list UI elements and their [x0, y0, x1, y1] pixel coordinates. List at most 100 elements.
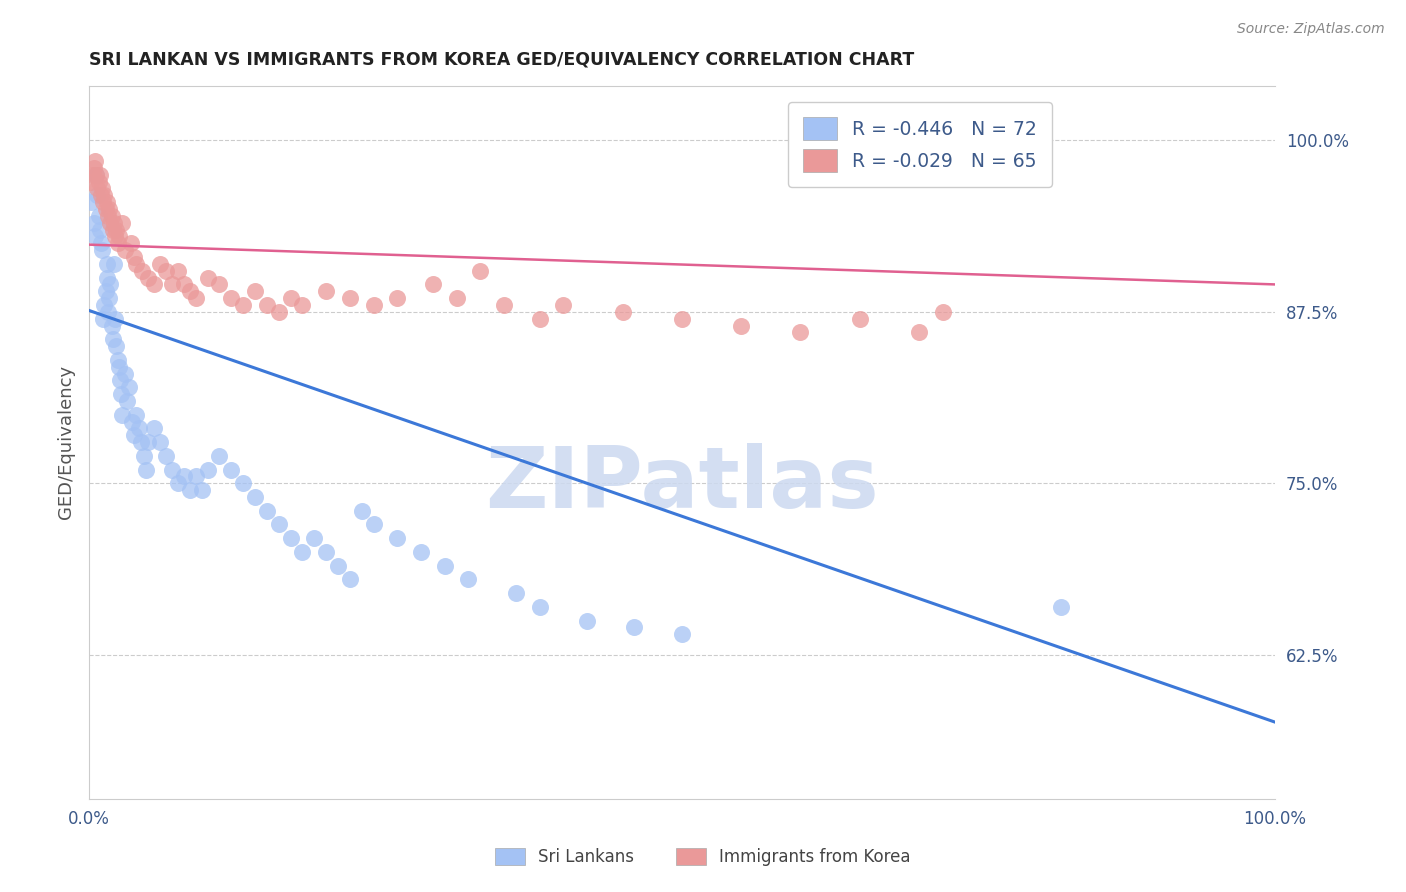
- Point: [125, 257, 148, 271]
- Point: [91, 195, 114, 210]
- Point: [623, 620, 645, 634]
- Point: [208, 449, 231, 463]
- Point: [107, 236, 129, 251]
- Point: [280, 291, 302, 305]
- Point: [128, 421, 150, 435]
- Point: [149, 435, 172, 450]
- Point: [280, 531, 302, 545]
- Point: [160, 462, 183, 476]
- Point: [83, 161, 105, 175]
- Point: [111, 216, 134, 230]
- Point: [108, 374, 131, 388]
- Point: [492, 298, 515, 312]
- Point: [84, 168, 107, 182]
- Point: [111, 408, 134, 422]
- Point: [115, 394, 138, 409]
- Point: [101, 332, 124, 346]
- Point: [529, 599, 551, 614]
- Point: [80, 195, 103, 210]
- Point: [155, 449, 177, 463]
- Point: [179, 483, 201, 498]
- Point: [339, 572, 361, 586]
- Point: [82, 168, 104, 182]
- Point: [120, 236, 142, 251]
- Point: [122, 250, 145, 264]
- Point: [110, 387, 132, 401]
- Point: [167, 263, 190, 277]
- Point: [114, 243, 136, 257]
- Point: [122, 428, 145, 442]
- Point: [84, 229, 107, 244]
- Text: ZIPatlas: ZIPatlas: [485, 443, 879, 526]
- Point: [208, 277, 231, 292]
- Point: [173, 469, 195, 483]
- Point: [315, 285, 337, 299]
- Point: [125, 408, 148, 422]
- Point: [105, 339, 128, 353]
- Point: [138, 270, 160, 285]
- Y-axis label: GED/Equivalency: GED/Equivalency: [58, 365, 75, 519]
- Point: [267, 517, 290, 532]
- Point: [173, 277, 195, 292]
- Point: [232, 298, 254, 312]
- Point: [932, 305, 955, 319]
- Point: [387, 291, 409, 305]
- Point: [121, 415, 143, 429]
- Point: [96, 195, 118, 210]
- Point: [505, 586, 527, 600]
- Point: [96, 257, 118, 271]
- Point: [94, 285, 117, 299]
- Point: [143, 277, 166, 292]
- Point: [97, 305, 120, 319]
- Point: [118, 380, 141, 394]
- Point: [256, 504, 278, 518]
- Point: [91, 243, 114, 257]
- Point: [105, 222, 128, 236]
- Point: [267, 305, 290, 319]
- Point: [256, 298, 278, 312]
- Point: [789, 326, 811, 340]
- Point: [80, 175, 103, 189]
- Point: [848, 311, 870, 326]
- Point: [326, 558, 349, 573]
- Point: [160, 277, 183, 292]
- Point: [87, 175, 110, 189]
- Point: [304, 531, 326, 545]
- Point: [422, 277, 444, 292]
- Point: [104, 311, 127, 326]
- Text: Source: ZipAtlas.com: Source: ZipAtlas.com: [1237, 22, 1385, 37]
- Point: [387, 531, 409, 545]
- Point: [221, 291, 243, 305]
- Point: [96, 270, 118, 285]
- Point: [103, 257, 125, 271]
- Point: [291, 298, 314, 312]
- Point: [197, 270, 219, 285]
- Point: [97, 209, 120, 223]
- Point: [84, 168, 107, 182]
- Point: [135, 462, 157, 476]
- Point: [339, 291, 361, 305]
- Point: [243, 285, 266, 299]
- Point: [576, 614, 599, 628]
- Point: [363, 517, 385, 532]
- Point: [83, 216, 105, 230]
- Point: [671, 627, 693, 641]
- Point: [89, 222, 111, 236]
- Point: [529, 311, 551, 326]
- Point: [94, 202, 117, 216]
- Point: [100, 277, 122, 292]
- Point: [446, 291, 468, 305]
- Text: SRI LANKAN VS IMMIGRANTS FROM KOREA GED/EQUIVALENCY CORRELATION CHART: SRI LANKAN VS IMMIGRANTS FROM KOREA GED/…: [89, 51, 914, 69]
- Legend: R = -0.446   N = 72, R = -0.029   N = 65: R = -0.446 N = 72, R = -0.029 N = 65: [789, 102, 1052, 187]
- Point: [98, 202, 121, 216]
- Point: [433, 558, 456, 573]
- Point: [730, 318, 752, 333]
- Point: [197, 462, 219, 476]
- Point: [553, 298, 575, 312]
- Point: [149, 257, 172, 271]
- Point: [100, 216, 122, 230]
- Point: [100, 318, 122, 333]
- Point: [167, 476, 190, 491]
- Point: [90, 188, 112, 202]
- Point: [91, 181, 114, 195]
